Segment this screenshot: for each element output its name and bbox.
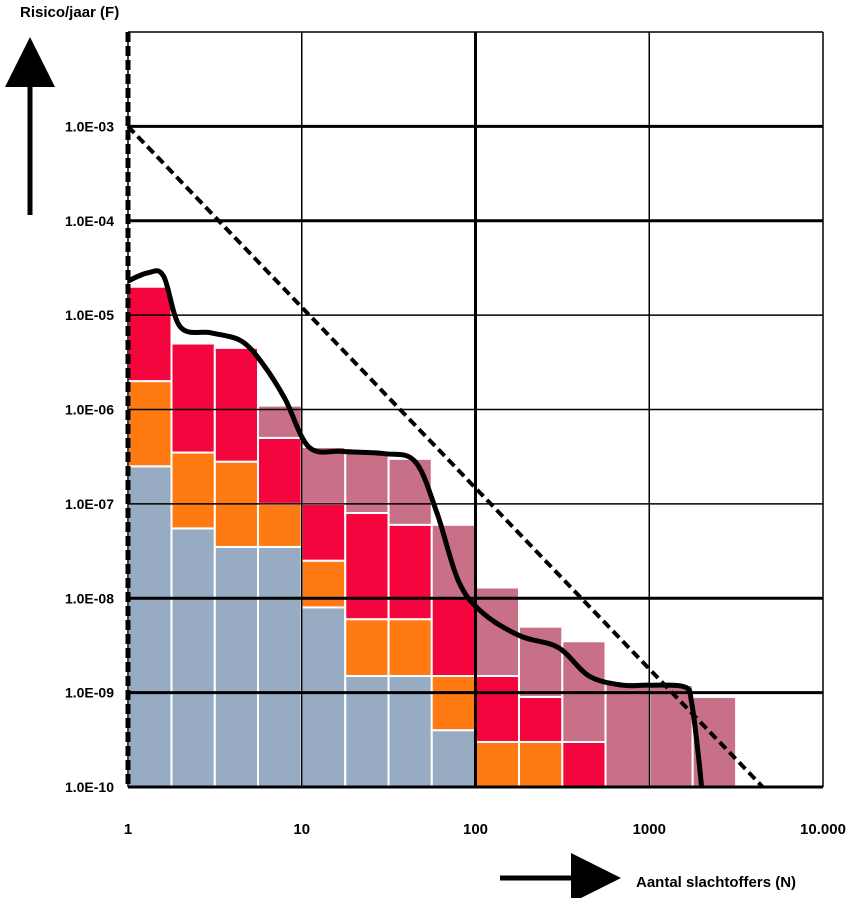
grid-layer (125, 31, 824, 789)
bar-8-segment-red (474, 675, 521, 743)
bar-0-segment-orange (127, 380, 173, 468)
y-tick-label-6: 1.0E-04 (65, 213, 114, 229)
x-tick-label-2: 100 (463, 821, 488, 838)
bar-11-segment-mauve (604, 680, 651, 788)
bar-0-segment-red (127, 285, 173, 383)
fn-curve (126, 268, 705, 788)
bar-1-segment-orange (170, 451, 216, 530)
norm-line (126, 124, 765, 789)
bar-3-segment-red (256, 436, 303, 505)
bar-1-segment-red (170, 342, 216, 454)
bars-layer (127, 285, 738, 789)
bar-7-segment-orange (430, 675, 477, 732)
bar-6-segment-red (387, 523, 433, 621)
bar-6-segment-orange (387, 618, 433, 678)
bar-6-segment-mauve (387, 457, 433, 526)
y-tick-label-3: 1.0E-07 (65, 496, 114, 512)
bar-2-segment-red (213, 346, 259, 463)
y-tick-label-1: 1.0E-09 (65, 685, 114, 701)
bar-4-segment-red (300, 502, 347, 562)
curve-layer (126, 124, 765, 789)
bar-10-segment-red (561, 740, 607, 788)
x-tick-label-4: 10.000 (800, 821, 846, 838)
bar-5-segment-blue (344, 675, 390, 789)
bar-8-segment-orange (474, 740, 521, 788)
y-tick-label-7: 1.0E-03 (65, 118, 114, 134)
bar-7-segment-blue (430, 729, 477, 789)
x-axis-title: Aantal slachtoffers (N) (636, 874, 797, 891)
bar-5-segment-orange (344, 618, 390, 678)
bar-4-segment-blue (300, 606, 347, 788)
y-tick-label-5: 1.0E-05 (65, 307, 114, 323)
bar-12-segment-mauve (648, 684, 694, 789)
bar-9-segment-red (518, 695, 564, 743)
x-tick-label-0: 1 (124, 821, 132, 838)
y-axis-title: Risico/jaar (F) (20, 4, 120, 21)
y-tick-label-4: 1.0E-06 (65, 402, 114, 418)
bar-4-segment-orange (300, 559, 347, 609)
y-tick-label-2: 1.0E-08 (65, 590, 114, 606)
y-tick-label-0: 1.0E-10 (65, 779, 114, 795)
x-tick-label-3: 1000 (633, 821, 666, 838)
ticks-layer: 1.0E-10 1.0E-09 1.0E-08 1.0E-07 1.0E-06 1.0E-… (65, 118, 846, 838)
bar-9-segment-orange (518, 740, 564, 788)
bar-4-segment-mauve (300, 446, 347, 505)
bar-8-segment-mauve (474, 586, 521, 678)
bar-0-segment-blue (127, 465, 173, 788)
bar-5-segment-red (344, 512, 390, 621)
bar-7-segment-red (430, 597, 477, 678)
x-tick-label-1: 10 (293, 821, 310, 838)
bar-1-segment-blue (170, 527, 216, 789)
bar-3-segment-orange (256, 502, 303, 548)
bar-2-segment-blue (213, 545, 259, 788)
bar-3-segment-blue (256, 545, 303, 788)
